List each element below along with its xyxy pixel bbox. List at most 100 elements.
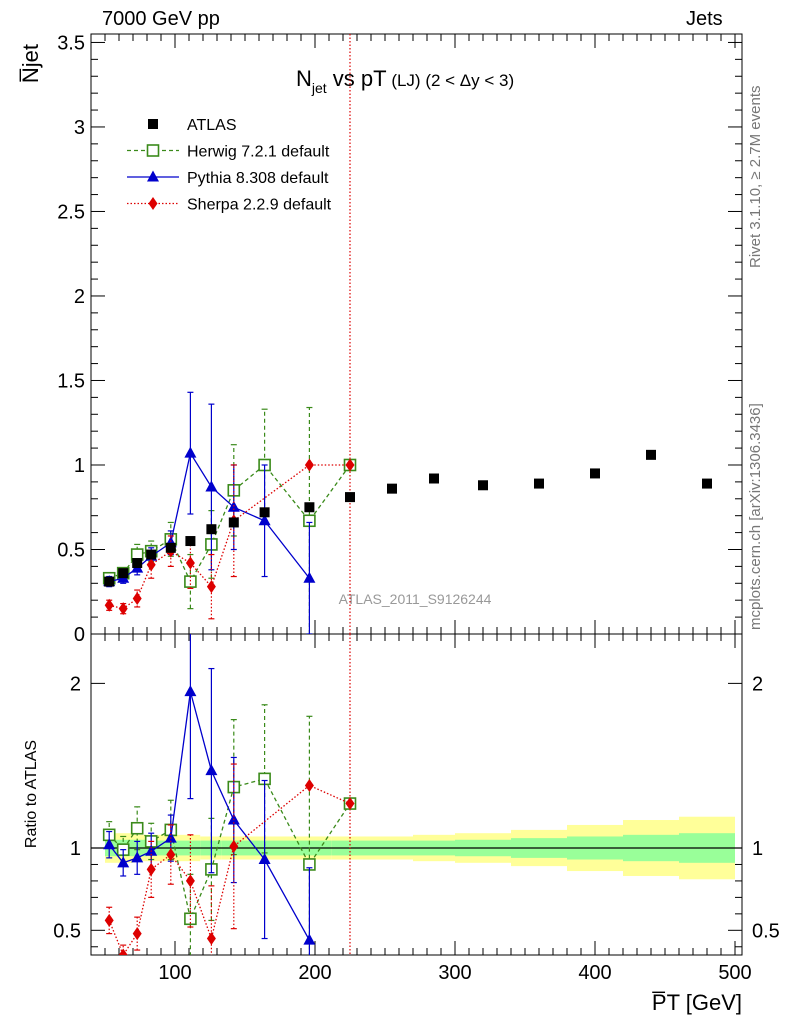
data-point (146, 558, 156, 572)
y-tick-label: 1.5 (57, 370, 85, 392)
data-point (185, 874, 195, 888)
data-point (165, 542, 176, 553)
ratio-y-tick-label: 0.5 (53, 920, 81, 942)
data-point (131, 851, 144, 863)
plot-title-sub: jet (311, 80, 327, 96)
ratio-y-tick-label-right: 1 (752, 838, 763, 860)
data-point (206, 932, 216, 946)
ratio-series-sherpa (104, 763, 355, 955)
main-series-sherpa (104, 458, 355, 620)
x-tick-label: 500 (718, 962, 751, 984)
mcplots-credit-label: mcplots.cern.ch [arXiv:1306.3436] (747, 403, 764, 630)
y-axis-title: N̅jet (18, 44, 43, 83)
data-point (148, 119, 158, 129)
data-point (304, 502, 315, 513)
data-point (145, 844, 158, 856)
rivet-version-label: Rivet 3.1.10, ≥ 2.7M events (747, 85, 764, 269)
main-line-pythia (109, 451, 310, 583)
data-point (205, 764, 218, 776)
analysis-watermark: ATLAS_2011_S9126244 (339, 591, 492, 607)
data-point (166, 848, 176, 862)
data-point (258, 514, 271, 526)
data-point (345, 492, 355, 503)
y-tick-label: 2.5 (57, 201, 85, 223)
x-axis-title: P̅T [GeV] (652, 990, 742, 1015)
data-point (229, 839, 239, 853)
data-point (146, 862, 156, 876)
y-tick-label: 3.5 (57, 32, 85, 54)
data-point (206, 524, 217, 535)
data-point (104, 576, 115, 587)
data-point (184, 685, 197, 697)
data-point (132, 558, 143, 569)
data-point (185, 556, 195, 570)
energy-label: 7000 GeV pp (102, 8, 220, 30)
data-point (646, 449, 656, 460)
data-point (118, 568, 129, 579)
plot-title-mid: vs pT (327, 66, 387, 91)
data-point (345, 458, 355, 472)
main-series-data (104, 449, 712, 587)
data-point (206, 580, 216, 594)
x-tick-label: 200 (298, 962, 331, 984)
y-tick-label: 2 (74, 286, 85, 308)
data-point (117, 856, 130, 868)
data-point (304, 458, 314, 472)
data-point (478, 480, 488, 491)
data-point (164, 831, 177, 843)
data-point (132, 592, 142, 606)
data-point (258, 853, 271, 865)
data-point (259, 507, 270, 518)
plot-title-range: (LJ) (2 < Δy < 3) (387, 71, 515, 90)
main-line-sherpa (109, 464, 350, 610)
data-point (118, 602, 128, 616)
ratio-line-sherpa (108, 784, 351, 955)
ratio-y-tick-label: 1 (70, 838, 81, 860)
data-point (702, 478, 712, 489)
data-point (185, 536, 196, 547)
y-tick-label: 1 (74, 455, 85, 477)
ratio-y-tick-label-right: 2 (752, 673, 763, 695)
x-tick-label: 100 (158, 962, 191, 984)
data-point (228, 517, 239, 528)
legend-entry-label: ATLAS (187, 117, 237, 134)
data-point (146, 549, 157, 560)
data-point (103, 838, 116, 850)
ratio-y-tick-label: 2 (70, 673, 81, 695)
legend-entry-label: Pythia 8.308 default (187, 170, 329, 187)
data-point (118, 948, 128, 955)
data-point (147, 170, 159, 182)
data-point (387, 483, 397, 494)
data-point (104, 913, 114, 927)
y-tick-label: 0 (74, 624, 85, 646)
data-point (104, 598, 114, 612)
plot-title-n: N (296, 66, 312, 91)
x-tick-label: 300 (438, 962, 471, 984)
data-point (590, 468, 600, 479)
data-point (429, 473, 439, 484)
legend-entry-label: Sherpa 2.2.9 default (187, 197, 332, 214)
y-tick-label: 0.5 (57, 539, 85, 561)
plot-title: Njet vs pT (LJ) (2 < Δy < 3) (296, 66, 514, 96)
data-point (130, 821, 144, 835)
data-point (534, 478, 544, 489)
legend: ATLAS Herwig 7.2.1 default Pythia 8.308 de… (127, 117, 332, 214)
ratio-line-pythia (108, 691, 310, 941)
data-point (146, 144, 160, 157)
x-tick-label: 400 (578, 962, 611, 984)
data-point (132, 927, 142, 941)
process-label: Jets (686, 8, 723, 30)
y-tick-label: 3 (74, 117, 85, 139)
data-point (345, 797, 355, 811)
ratio-y-tick-label-right: 0.5 (752, 920, 780, 942)
ratio-series-pythia (103, 634, 316, 955)
data-point (205, 480, 218, 492)
data-point (304, 778, 314, 792)
data-point (148, 197, 158, 210)
ratio-panel-frame (90, 633, 743, 956)
data-point (303, 571, 316, 583)
ratio-y-axis-title: Ratio to ATLAS (23, 740, 40, 848)
legend-entry-label: Herwig 7.2.1 default (187, 144, 330, 161)
data-point (184, 446, 197, 458)
